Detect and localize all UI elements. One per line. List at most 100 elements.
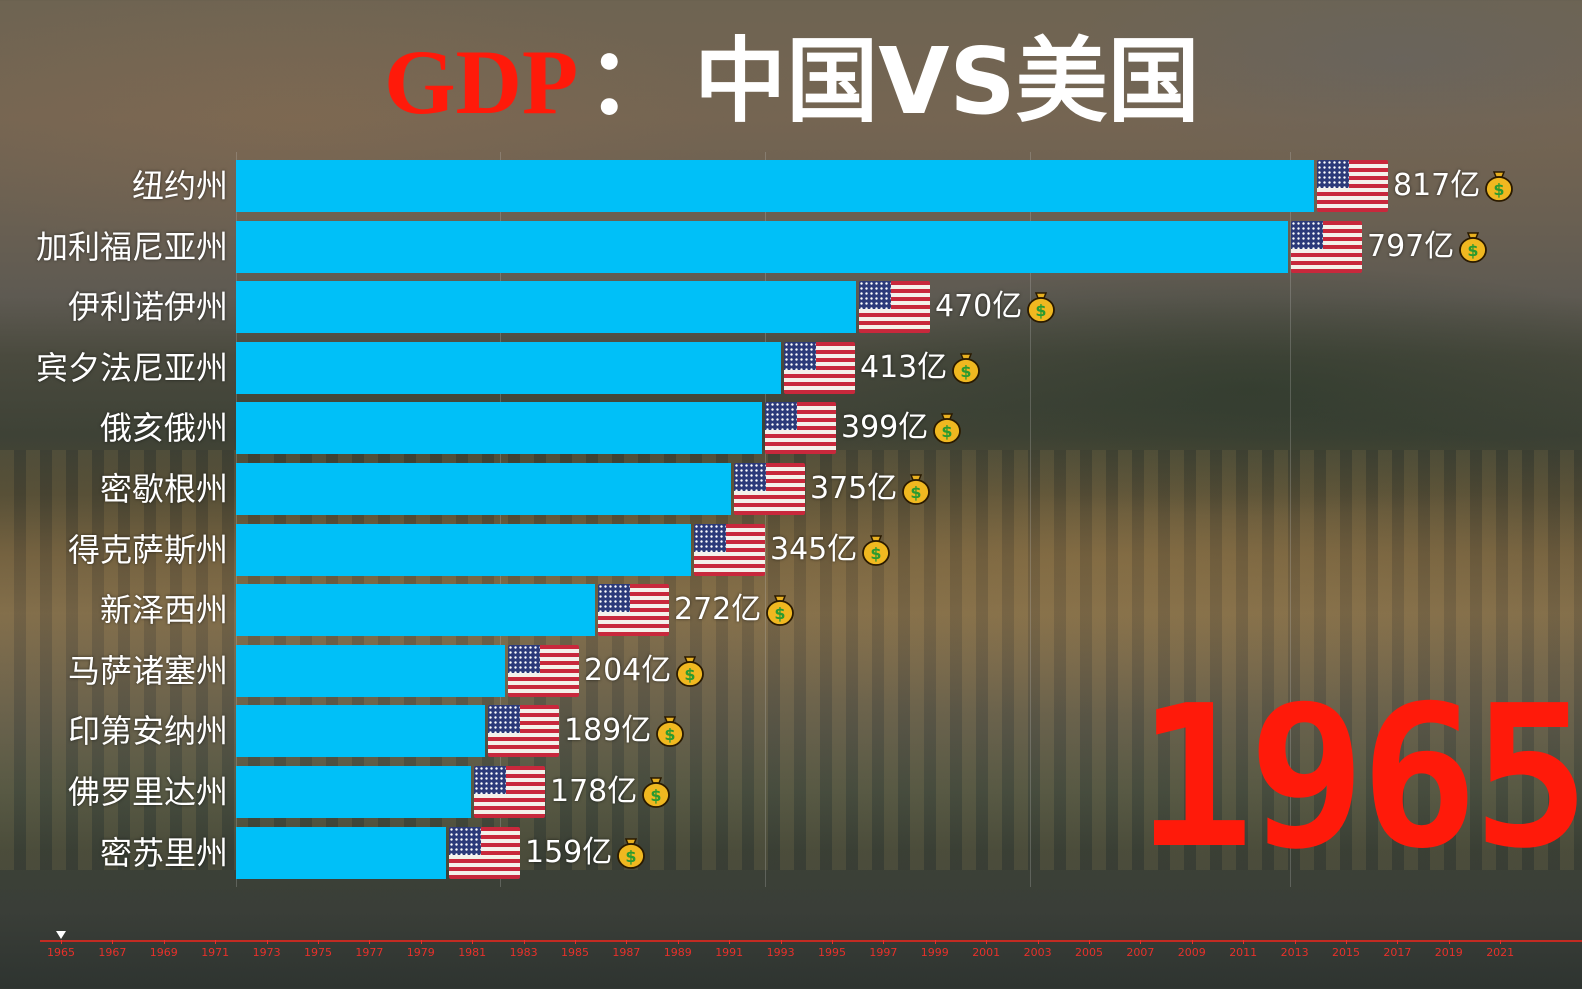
- money-bag-icon: $: [765, 592, 795, 626]
- grid-line: [765, 152, 766, 887]
- svg-text:$: $: [870, 544, 881, 563]
- bar-row: 印第安纳州 189亿 $: [0, 705, 1582, 757]
- us-flag-icon: [488, 705, 559, 757]
- state-label: 伊利诺伊州: [67, 288, 228, 326]
- timeline-tick-label[interactable]: 2005: [1075, 940, 1103, 959]
- title-gdp: GDP: [384, 31, 579, 133]
- timeline-tick-label[interactable]: 2017: [1383, 940, 1412, 959]
- timeline-position-marker[interactable]: [56, 931, 66, 939]
- bar-row: 新泽西州 272亿 $: [0, 584, 1582, 636]
- timeline-tick-label[interactable]: 1985: [561, 940, 589, 959]
- gdp-value: 375亿: [810, 471, 898, 506]
- timeline-tick-label[interactable]: 2003: [1023, 940, 1052, 959]
- state-label: 印第安纳州: [67, 712, 228, 750]
- timeline-tick-label[interactable]: 1995: [818, 940, 846, 959]
- timeline-tick-label[interactable]: 1983: [509, 940, 538, 959]
- state-label: 纽约州: [131, 167, 228, 205]
- svg-text:$: $: [960, 362, 971, 381]
- bar-row: 宾夕法尼亚州 413亿 $: [0, 342, 1582, 394]
- timeline-tick-label[interactable]: 1971: [201, 940, 230, 959]
- gdp-value: 159亿: [525, 835, 613, 870]
- current-year-label: 1965: [1136, 664, 1582, 892]
- grid-line: [236, 152, 237, 887]
- title-rest: 中国VS美国: [694, 28, 1200, 135]
- timeline-tick-label[interactable]: 2009: [1177, 940, 1206, 959]
- timeline-tick-label[interactable]: 1987: [612, 940, 641, 959]
- us-flag-icon: [508, 645, 579, 697]
- timeline-tick-label[interactable]: 2007: [1126, 940, 1155, 959]
- grid-line: [500, 152, 501, 887]
- us-flag-icon: [734, 463, 805, 515]
- state-label: 加利福尼亚州: [35, 228, 228, 266]
- bar-row: 得克萨斯州 345亿 $: [0, 524, 1582, 576]
- gdp-bar: [236, 524, 691, 576]
- timeline-tick-label[interactable]: 1969: [149, 940, 178, 959]
- money-bag-icon: $: [655, 713, 685, 747]
- state-label: 密苏里州: [99, 834, 228, 872]
- svg-text:$: $: [910, 483, 921, 502]
- timeline-tick-label[interactable]: 1981: [458, 940, 487, 959]
- us-flag-icon: [449, 827, 520, 879]
- gdp-bar: [236, 584, 595, 636]
- svg-text:$: $: [941, 422, 952, 441]
- timeline-tick-label[interactable]: 2015: [1332, 940, 1360, 959]
- timeline-tick-label[interactable]: 1973: [252, 940, 281, 959]
- gdp-value: 413亿: [860, 350, 948, 385]
- state-label: 宾夕法尼亚州: [35, 349, 228, 387]
- timeline-tick-label[interactable]: 1977: [355, 940, 384, 959]
- timeline-tick-label[interactable]: 1991: [715, 940, 744, 959]
- bar-row: 佛罗里达州 178亿 $: [0, 766, 1582, 818]
- timeline-tick-label[interactable]: 2001: [972, 940, 1001, 959]
- gdp-bar: [236, 342, 781, 394]
- gdp-value: 272亿: [674, 592, 762, 627]
- us-flag-icon: [765, 402, 836, 454]
- timeline-line: [40, 940, 1582, 942]
- gdp-value: 204亿: [584, 653, 672, 688]
- svg-text:$: $: [1035, 301, 1046, 320]
- money-bag-icon: $: [1026, 289, 1056, 323]
- state-label: 马萨诸塞州: [67, 652, 228, 690]
- timeline-tick-label[interactable]: 1975: [304, 940, 332, 959]
- timeline-tick-label[interactable]: 1979: [406, 940, 435, 959]
- gdp-value: 797亿: [1367, 229, 1455, 264]
- gdp-value: 470亿: [935, 289, 1023, 324]
- gdp-value: 399亿: [841, 410, 929, 445]
- timeline-tick-label[interactable]: 1967: [98, 940, 127, 959]
- timeline-tick-label[interactable]: 2013: [1280, 940, 1309, 959]
- bar-row: 马萨诸塞州 204亿 $: [0, 645, 1582, 697]
- title-colon: ：: [586, 28, 679, 135]
- gdp-bar: [236, 402, 762, 454]
- timeline-tick-label[interactable]: 1989: [663, 940, 692, 959]
- bar-row: 伊利诺伊州 470亿 $: [0, 281, 1582, 333]
- chart-title: GDP： 中国VS美国: [384, 22, 1200, 142]
- timeline-tick-label[interactable]: 2021: [1486, 940, 1515, 959]
- us-flag-icon: [474, 766, 545, 818]
- us-flag-icon: [1291, 221, 1362, 273]
- state-label: 俄亥俄州: [99, 409, 228, 447]
- money-bag-icon: $: [901, 471, 931, 505]
- state-label: 新泽西州: [99, 591, 228, 629]
- gdp-bar: [236, 705, 485, 757]
- money-bag-icon: $: [616, 835, 646, 869]
- state-label: 佛罗里达州: [67, 773, 228, 811]
- svg-text:$: $: [1493, 180, 1504, 199]
- bar-row: 俄亥俄州 399亿 $: [0, 402, 1582, 454]
- gdp-bar: [236, 827, 446, 879]
- money-bag-icon: $: [861, 532, 891, 566]
- timeline-tick-label[interactable]: 1965: [47, 940, 75, 959]
- timeline-tick-label[interactable]: 1997: [869, 940, 898, 959]
- money-bag-icon: $: [932, 410, 962, 444]
- gdp-bar: [236, 766, 471, 818]
- us-flag-icon: [598, 584, 669, 636]
- gdp-bar: [236, 645, 505, 697]
- money-bag-icon: $: [1458, 229, 1488, 263]
- timeline-tick-label[interactable]: 2011: [1229, 940, 1258, 959]
- svg-text:$: $: [650, 786, 661, 805]
- timeline-tick-label[interactable]: 2019: [1434, 940, 1463, 959]
- timeline-axis[interactable]: 1965 1967 1969 1971 1973 1975 1977 1979 1981 1983…: [0, 931, 1582, 976]
- money-bag-icon: $: [951, 350, 981, 384]
- gdp-value: 817亿: [1393, 168, 1481, 203]
- bar-row: 密歇根州 375亿 $: [0, 463, 1582, 515]
- timeline-tick-label[interactable]: 1993: [766, 940, 795, 959]
- timeline-tick-label[interactable]: 1999: [920, 940, 949, 959]
